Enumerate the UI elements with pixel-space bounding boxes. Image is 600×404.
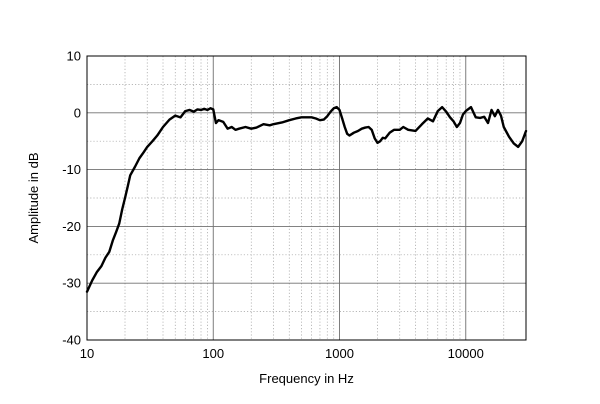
y-tick-label: 0 <box>74 105 81 120</box>
x-tick-label: 10 <box>80 346 94 361</box>
y-tick-label: 10 <box>67 49 81 64</box>
x-tick-label: 10000 <box>448 346 484 361</box>
response-curve-line <box>85 105 528 293</box>
x-axis-ticks: 10 100 1000 10000 <box>80 346 484 361</box>
x-tick-label: 1000 <box>325 346 354 361</box>
y-axis-label: Amplitude in dB <box>26 152 41 243</box>
x-tick-label: 100 <box>202 346 224 361</box>
y-tick-label: -20 <box>62 219 81 234</box>
x-axis-label: Frequency in Hz <box>259 371 354 386</box>
y-tick-label: -10 <box>62 162 81 177</box>
y-tick-label: -40 <box>62 333 81 348</box>
grid-lines <box>87 56 526 340</box>
y-axis-ticks: 10 0 -10 -20 -30 -40 <box>62 49 81 348</box>
y-tick-label: -30 <box>62 276 81 291</box>
plot-frame <box>86 55 527 341</box>
